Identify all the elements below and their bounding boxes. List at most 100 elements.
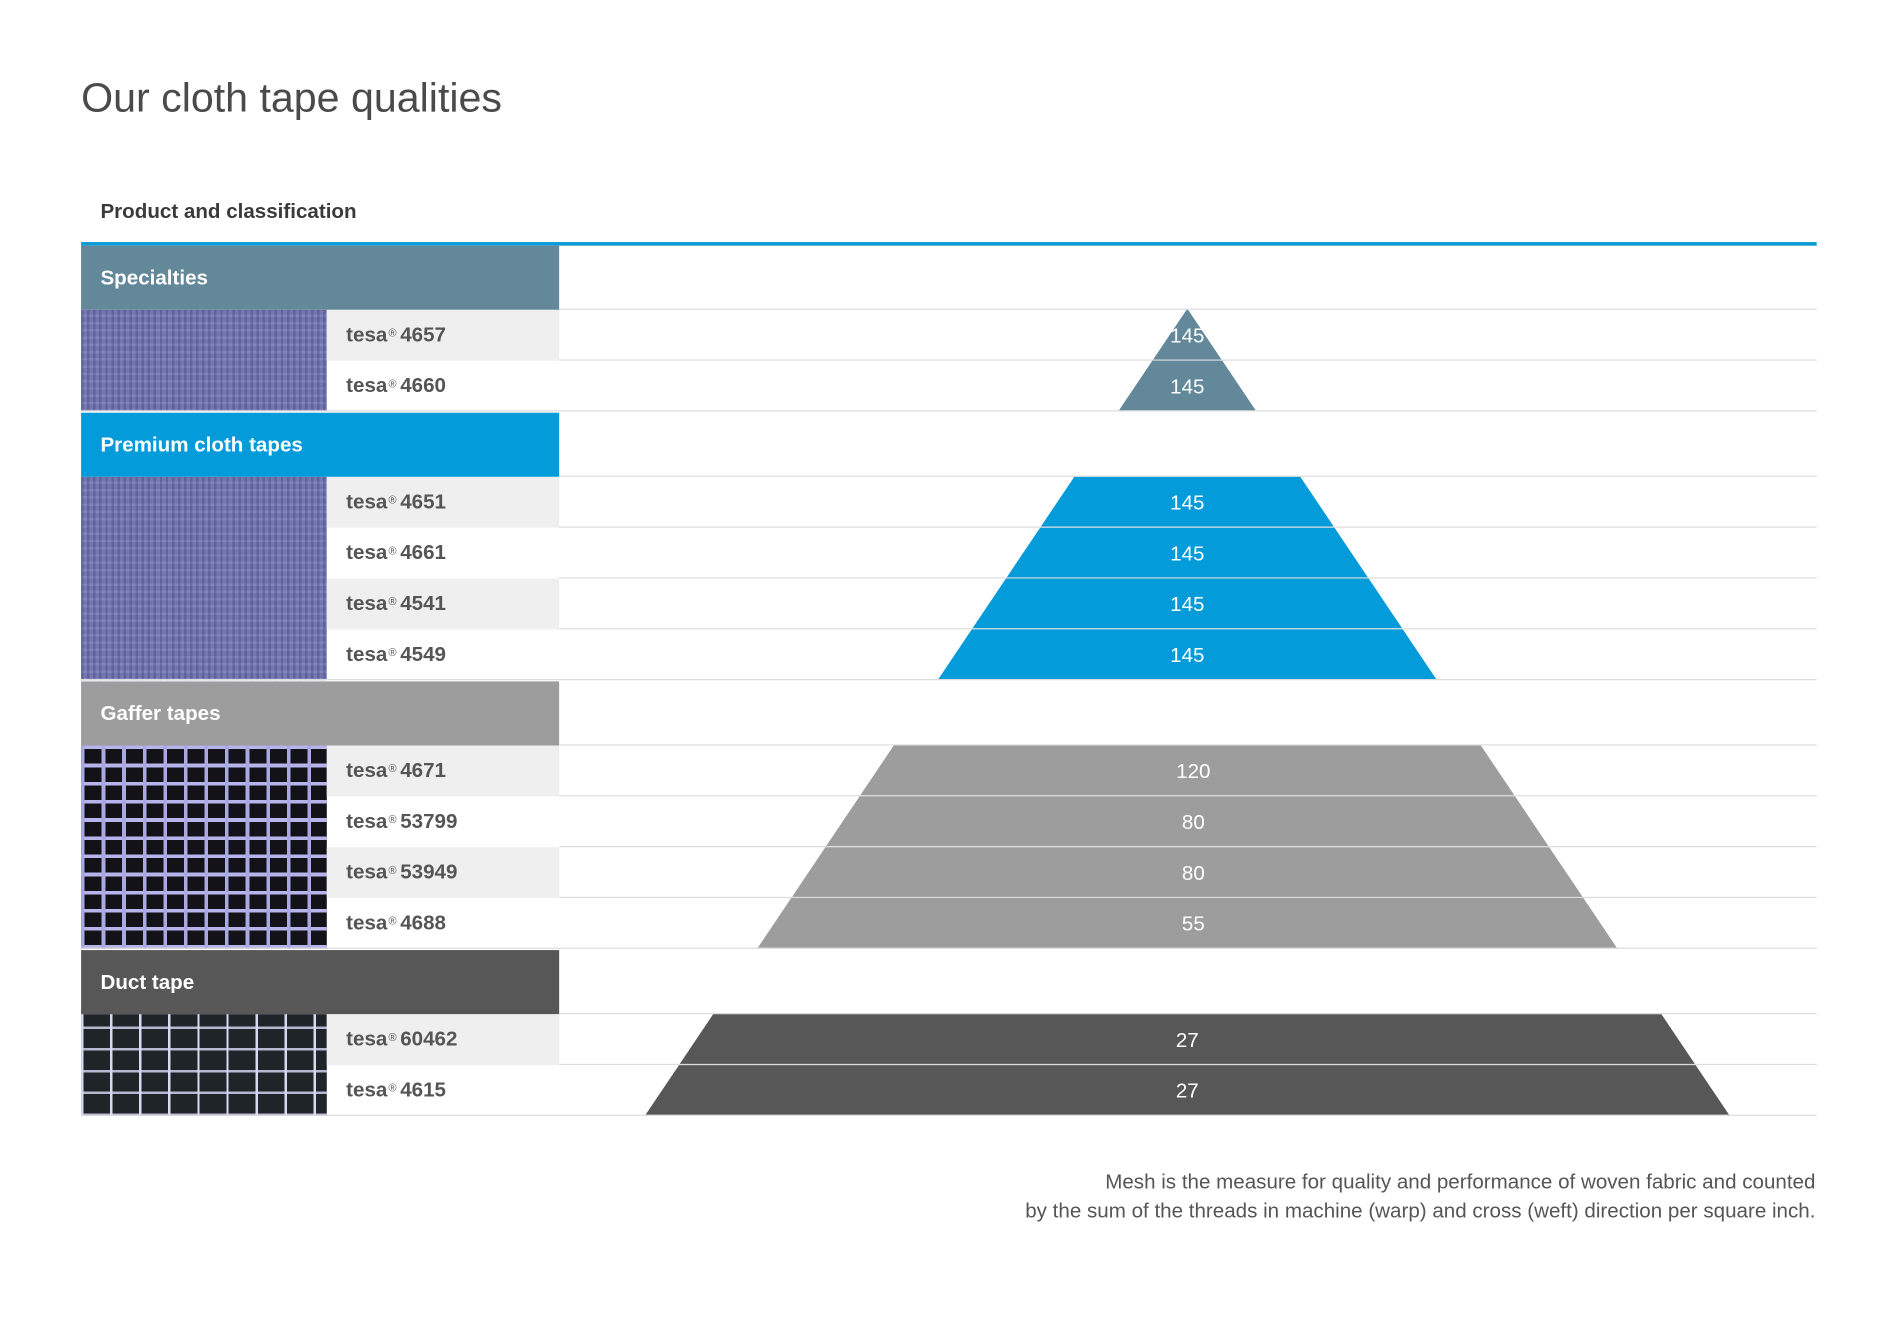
pyramid-slice <box>757 898 1617 948</box>
brand-name: tesa <box>346 911 388 935</box>
row-divider <box>559 896 1817 899</box>
fabric-texture-image <box>81 745 327 949</box>
mesh-value-label: 55 <box>1182 913 1205 936</box>
pyramid-slice <box>1118 360 1256 411</box>
group-header: Specialties <box>81 245 560 310</box>
accent-line <box>81 242 1817 246</box>
product-label: tesa ® 60462 <box>326 1014 560 1066</box>
row-divider <box>81 947 1817 949</box>
product-code: 4549 <box>400 642 446 666</box>
brand-name: tesa <box>346 1078 388 1102</box>
product-label: tesa ® 4615 <box>327 1065 559 1116</box>
pyramid-slice <box>1040 476 1334 527</box>
mesh-value-label: 80 <box>1182 862 1205 885</box>
row-divider <box>559 1063 1817 1066</box>
registered-mark: ® <box>388 1031 397 1044</box>
product-label: tesa ® 4541 <box>326 578 560 630</box>
product-label: tesa ® 53799 <box>327 796 559 847</box>
registered-mark: ® <box>388 326 397 339</box>
row-divider <box>81 410 1817 412</box>
brand-name: tesa <box>346 591 388 615</box>
mesh-value-label: 145 <box>1170 644 1204 667</box>
product-label: tesa ® 4549 <box>327 629 559 680</box>
brand-name: tesa <box>346 373 388 397</box>
row-divider <box>559 308 1817 310</box>
table-subtitle: Product and classification <box>100 199 357 223</box>
pyramid-slice <box>1153 309 1222 360</box>
row-divider <box>559 526 1817 528</box>
row-divider <box>559 795 1817 797</box>
product-code: 53799 <box>400 809 458 833</box>
product-label: tesa ® 4688 <box>327 898 559 949</box>
product-code: 4651 <box>400 490 446 514</box>
mesh-value-label: 145 <box>1170 542 1204 565</box>
product-label: tesa ® 4657 <box>326 309 560 361</box>
group-header: Gaffer tapes <box>81 681 560 746</box>
pyramid-slice <box>1006 527 1368 578</box>
registered-mark: ® <box>388 377 397 390</box>
mesh-value-label: 27 <box>1176 1029 1199 1052</box>
row-divider <box>559 359 1817 361</box>
page-title: Our cloth tape qualities <box>81 75 502 122</box>
footnote: Mesh is the measure for quality and perf… <box>1025 1168 1815 1226</box>
pyramid-slice <box>792 847 1583 897</box>
registered-mark: ® <box>388 914 397 928</box>
pyramid-slice <box>645 1065 1729 1115</box>
pyramid-slice <box>972 578 1403 629</box>
product-code: 4541 <box>400 591 446 615</box>
pyramid-slice <box>826 796 1549 846</box>
product-code: 4671 <box>400 758 446 782</box>
brand-name: tesa <box>346 860 388 884</box>
registered-mark: ® <box>388 762 397 775</box>
registered-mark: ® <box>388 595 397 608</box>
registered-mark: ® <box>388 864 397 877</box>
registered-mark: ® <box>388 646 397 659</box>
group-header: Premium cloth tapes <box>81 412 560 477</box>
mesh-value-label: 145 <box>1170 492 1204 515</box>
product-label: tesa ® 4671 <box>326 745 560 797</box>
fabric-texture-image <box>81 476 327 681</box>
row-divider <box>559 475 1817 477</box>
mesh-value-label: 27 <box>1176 1080 1199 1103</box>
product-code: 4660 <box>400 373 446 397</box>
product-code: 60462 <box>400 1027 458 1051</box>
footnote-line-1: Mesh is the measure for quality and perf… <box>1105 1170 1816 1194</box>
pyramid-slice <box>938 629 1437 679</box>
brand-name: tesa <box>346 490 388 514</box>
row-divider <box>559 577 1817 579</box>
product-code: 4615 <box>400 1078 446 1102</box>
row-divider <box>559 628 1817 630</box>
product-label: tesa ® 4660 <box>327 361 559 412</box>
group-header: Duct tape <box>81 950 560 1015</box>
registered-mark: ® <box>388 493 397 506</box>
brand-name: tesa <box>346 323 388 347</box>
brand-name: tesa <box>346 809 388 833</box>
fabric-texture-image <box>81 309 327 412</box>
product-label: tesa ® 4651 <box>326 476 560 528</box>
brand-name: tesa <box>346 642 388 666</box>
pyramid-slice <box>679 1014 1695 1064</box>
fabric-texture-image <box>81 1014 327 1116</box>
mesh-value-label: 145 <box>1170 325 1204 348</box>
product-label: tesa ® 53949 <box>326 847 560 899</box>
mesh-value-label: 120 <box>1176 760 1210 783</box>
brand-name: tesa <box>346 541 388 564</box>
product-code: 4661 <box>400 541 446 564</box>
registered-mark: ® <box>388 1082 397 1095</box>
mesh-value-label: 145 <box>1170 593 1204 616</box>
product-code: 53949 <box>400 860 458 884</box>
product-code: 4657 <box>400 323 446 347</box>
row-divider <box>559 744 1817 746</box>
product-code: 4688 <box>400 911 446 935</box>
registered-mark: ® <box>388 544 397 557</box>
registered-mark: ® <box>388 813 397 826</box>
pyramid-slice <box>860 745 1515 796</box>
brand-name: tesa <box>346 1027 388 1051</box>
mesh-value-label: 80 <box>1182 811 1205 834</box>
footnote-line-2: by the sum of the threads in machine (wa… <box>1025 1199 1816 1223</box>
brand-name: tesa <box>346 758 388 782</box>
mesh-value-label: 145 <box>1170 375 1204 398</box>
row-divider <box>81 1114 1817 1116</box>
